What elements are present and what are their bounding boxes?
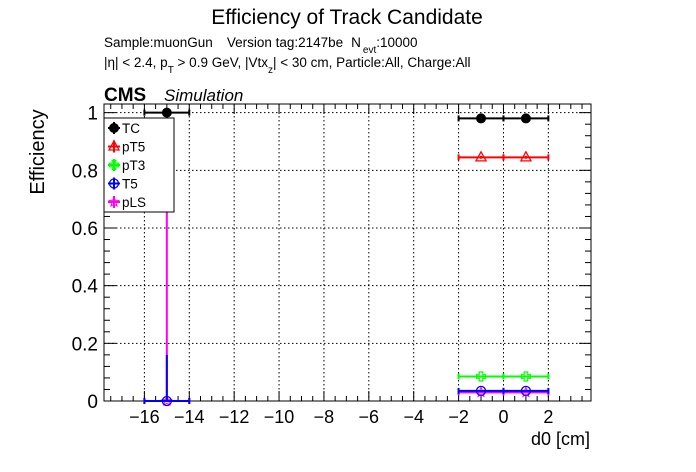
data-point — [475, 385, 487, 397]
nevt-prefix: N — [351, 35, 361, 50]
info-line-2: |η| < 2.4, pT > 0.9 GeV, |Vtxz| < 30 cm,… — [104, 55, 470, 76]
x-tick-label: −16 — [129, 407, 160, 427]
y-tick-label: 0.8 — [72, 161, 98, 182]
simulation-label: Simulation — [164, 86, 243, 105]
pt-subscript: T — [168, 65, 174, 76]
legend-label: pT3 — [122, 158, 145, 173]
y-tick-label: 0.4 — [72, 277, 99, 298]
legend-label: pT5 — [122, 140, 145, 155]
data-point — [476, 113, 487, 124]
x-tick-label: −6 — [359, 407, 380, 427]
vtx-subscript: z — [268, 65, 273, 76]
x-tick-label: 0 — [498, 407, 508, 427]
data-point — [475, 371, 487, 382]
y-tick-label: 0.6 — [72, 219, 98, 240]
plot-frame — [103, 103, 592, 402]
sample-label: Sample:muonGun — [104, 35, 213, 50]
legend-label: TC — [122, 121, 140, 136]
series-t5 — [143, 354, 550, 407]
nevt-value: :10000 — [376, 35, 417, 50]
selection-rest: | < 30 cm, Particle:All, Charge:All — [273, 55, 470, 70]
y-tick-label: 0 — [87, 392, 98, 413]
y-axis-label: Efficiency — [27, 109, 49, 194]
nevt-subscript: evt — [363, 45, 377, 56]
eta-cut: |η| < 2.4, p — [104, 55, 168, 70]
x-tick-label: −12 — [219, 407, 250, 427]
data-point — [161, 107, 172, 118]
x-tick-label: −14 — [174, 407, 205, 427]
legend-label: pLS — [122, 195, 146, 210]
pt-cut: > 0.9 GeV, |Vtx — [174, 55, 268, 70]
data-point — [160, 394, 173, 407]
chart-title: Efficiency of Track Candidate — [211, 6, 483, 29]
x-tick-label: −10 — [264, 407, 295, 427]
series-tc — [143, 107, 550, 124]
legend-label: T5 — [122, 177, 138, 192]
x-tick-label: 2 — [543, 407, 553, 427]
y-tick-label: 1 — [87, 104, 98, 125]
data-point — [161, 395, 172, 407]
info-line-1: Sample:muonGun Version tag:2147be Nevt:100… — [104, 35, 418, 56]
y-tick-label: 0.2 — [72, 334, 98, 355]
x-tick-label: −8 — [314, 407, 335, 427]
x-tick-label: −4 — [403, 407, 424, 427]
x-axis-label: d0 [cm] — [531, 429, 590, 449]
data-point — [520, 113, 531, 124]
cms-label: CMS — [104, 85, 146, 106]
data-point — [474, 150, 488, 162]
legend-marker — [107, 139, 121, 151]
grid-lines — [104, 104, 591, 401]
data-point — [520, 385, 532, 397]
x-tick-label: −2 — [448, 407, 469, 427]
legend: TC pT5 pT3 T5 pLS — [103, 117, 175, 213]
data-point — [520, 371, 532, 382]
legend-marker — [108, 178, 120, 189]
legend-marker — [108, 159, 120, 171]
legend-marker — [107, 195, 121, 208]
series-pt5 — [457, 150, 550, 162]
legend-marker — [109, 123, 119, 133]
version-label: Version tag:2147be — [227, 35, 343, 50]
data-point — [519, 150, 533, 162]
series-pt3 — [457, 371, 550, 382]
